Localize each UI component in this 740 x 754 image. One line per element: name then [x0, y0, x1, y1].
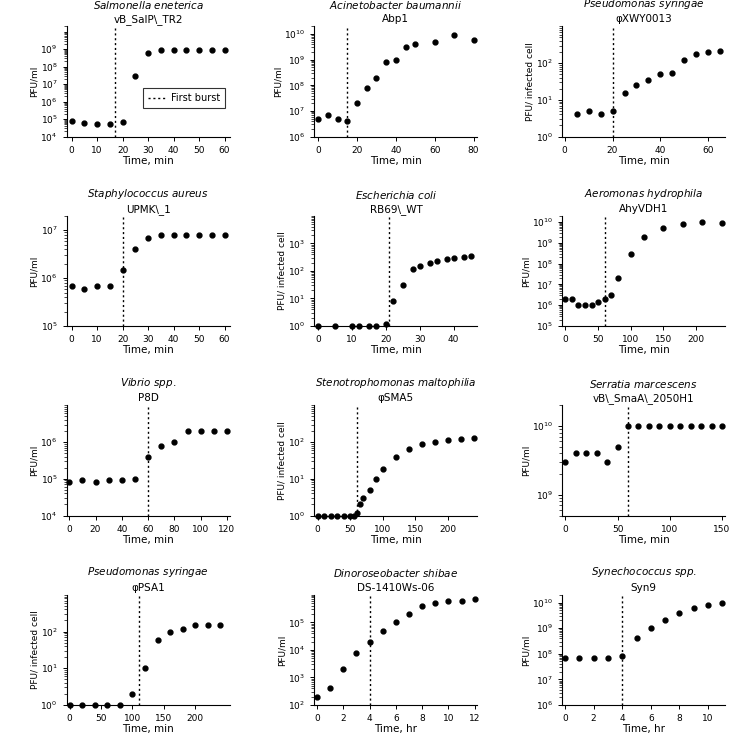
X-axis label: Time, hr: Time, hr	[622, 725, 665, 734]
Title: $\it{Synechococcus\ spp.}$
Syn9: $\it{Synechococcus\ spp.}$ Syn9	[591, 566, 696, 593]
Title: $\it{Pseudomonas\ syringae}$
φXWY0013: $\it{Pseudomonas\ syringae}$ φXWY0013	[583, 0, 704, 24]
X-axis label: Time, min: Time, min	[370, 156, 422, 166]
Title: $\it{Vibrio\ spp.}$
P8D: $\it{Vibrio\ spp.}$ P8D	[120, 376, 176, 403]
Title: $\it{Salmonella\ eneterica}$
vB_SalP\_TR2: $\it{Salmonella\ eneterica}$ vB_SalP\_TR…	[92, 0, 204, 25]
Y-axis label: PFU/ml: PFU/ml	[522, 445, 531, 476]
X-axis label: Time, hr: Time, hr	[374, 725, 417, 734]
Y-axis label: PFU/ infected cell: PFU/ infected cell	[278, 231, 287, 311]
X-axis label: Time, min: Time, min	[122, 345, 174, 355]
X-axis label: Time, min: Time, min	[618, 535, 670, 545]
Y-axis label: PFU/ml: PFU/ml	[30, 66, 39, 97]
Y-axis label: PFU/ml: PFU/ml	[278, 634, 287, 666]
Y-axis label: PFU/ml: PFU/ml	[30, 445, 39, 476]
X-axis label: Time, min: Time, min	[370, 345, 422, 355]
Title: $\it{Pseudomonas\ syringae}$
φPSA1: $\it{Pseudomonas\ syringae}$ φPSA1	[87, 566, 209, 593]
Y-axis label: PFU/ infected cell: PFU/ infected cell	[30, 611, 39, 689]
X-axis label: Time, min: Time, min	[618, 156, 670, 166]
Title: $\it{Serratia\ marcescens}$
vB\_SmaA\_2050H1: $\it{Serratia\ marcescens}$ vB\_SmaA\_20…	[589, 378, 698, 404]
X-axis label: Time, min: Time, min	[122, 535, 174, 545]
X-axis label: Time, min: Time, min	[618, 345, 670, 355]
Title: $\it{Stenotrophomonas\ maltophilia}$
φSMA5: $\it{Stenotrophomonas\ maltophilia}$ φSM…	[315, 376, 477, 403]
X-axis label: Time, min: Time, min	[370, 535, 422, 545]
Y-axis label: PFU/ml: PFU/ml	[274, 66, 283, 97]
Y-axis label: PFU/ml: PFU/ml	[522, 634, 531, 666]
Title: $\it{Escherichia\ coli}$
RB69\_WT: $\it{Escherichia\ coli}$ RB69\_WT	[354, 188, 437, 215]
Title: $\it{Acinetobacter\ baumannii}$
Abp1: $\it{Acinetobacter\ baumannii}$ Abp1	[329, 0, 462, 24]
Title: $\it{Dinoroseobacter\ shibae}$
DS-1410Ws-06: $\it{Dinoroseobacter\ shibae}$ DS-1410Ws…	[334, 568, 458, 593]
X-axis label: Time, min: Time, min	[122, 725, 174, 734]
Y-axis label: PFU/ml: PFU/ml	[522, 256, 531, 287]
Y-axis label: PFU/ml: PFU/ml	[30, 256, 39, 287]
Legend: First burst: First burst	[144, 88, 225, 108]
Title: $\it{Aeromonas\ hydrophila}$
AhyVDH1: $\it{Aeromonas\ hydrophila}$ AhyVDH1	[584, 186, 703, 213]
Title: $\it{Staphylococcus\ aureus}$
UPMK\_1: $\it{Staphylococcus\ aureus}$ UPMK\_1	[87, 186, 209, 215]
Y-axis label: PFU/ infected cell: PFU/ infected cell	[278, 421, 287, 500]
X-axis label: Time, min: Time, min	[122, 156, 174, 166]
Y-axis label: PFU/ infected cell: PFU/ infected cell	[525, 42, 534, 121]
